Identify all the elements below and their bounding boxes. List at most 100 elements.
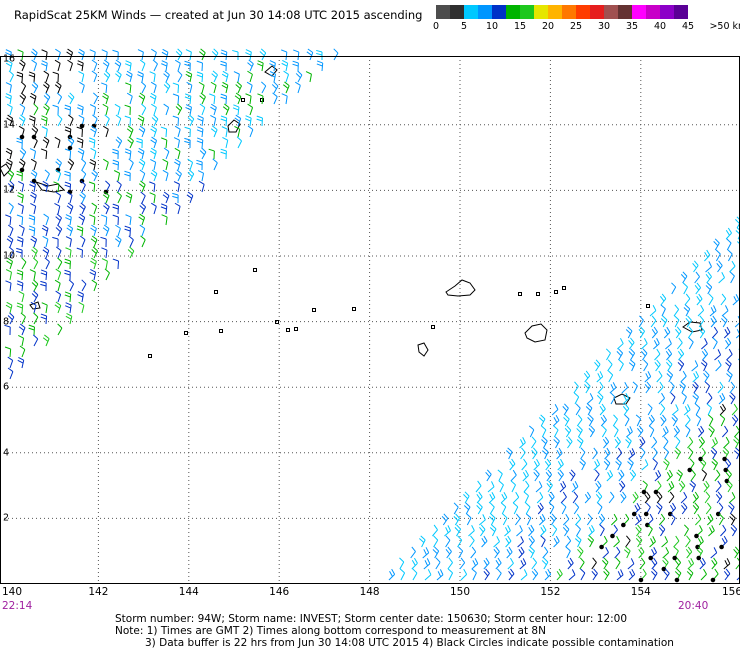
- wind-barb: [53, 181, 60, 193]
- wind-barb: [30, 235, 38, 248]
- wind-barb: [173, 181, 180, 193]
- wind-barb: [5, 269, 13, 281]
- wind-barb: [666, 370, 674, 383]
- scale-label: 5: [460, 21, 468, 32]
- wind-barb: [567, 557, 574, 570]
- wind-barb: [574, 513, 582, 526]
- wind-barb: [209, 93, 216, 105]
- wind-barb: [652, 458, 658, 471]
- wind-barb: [692, 381, 699, 394]
- wind-barb: [31, 81, 39, 94]
- wind-barb: [620, 491, 627, 504]
- wind-barb: [31, 59, 38, 72]
- contamination-dot: [621, 522, 626, 528]
- wind-barb: [32, 334, 39, 347]
- wind-barb: [174, 125, 181, 138]
- wind-barb: [7, 356, 14, 369]
- wind-barb: [686, 568, 694, 581]
- wind-barb: [692, 260, 699, 273]
- end-time-label: 20:40: [678, 600, 709, 612]
- wind-barb: [676, 337, 683, 350]
- wind-barb: [672, 546, 679, 561]
- wind-barb: [91, 59, 98, 72]
- wind-barb: [718, 513, 724, 526]
- wind-barb: [151, 48, 157, 61]
- wind-barb: [599, 403, 606, 416]
- wind-barb: [210, 81, 217, 94]
- wind-barb: [128, 235, 134, 248]
- wind-barb: [198, 81, 205, 94]
- wind-barb: [457, 535, 463, 548]
- wind-barb: [720, 524, 727, 537]
- wind-barb: [533, 458, 540, 471]
- wind-barb: [18, 114, 26, 127]
- wind-barb: [88, 181, 96, 193]
- wind-barb: [615, 557, 621, 570]
- wind-barb: [6, 114, 14, 127]
- wind-barb: [695, 414, 702, 427]
- wind-barb: [563, 414, 570, 427]
- wind-barb: [64, 104, 71, 116]
- wind-barb: [220, 49, 228, 61]
- wind-barb: [562, 513, 570, 526]
- wind-barb: [628, 568, 636, 581]
- wind-barb: [518, 546, 525, 559]
- wind-barb: [163, 70, 170, 83]
- wind-barb: [687, 458, 695, 473]
- wind-barb: [610, 524, 618, 539]
- wind-barb: [663, 458, 670, 471]
- wind-barb: [674, 568, 682, 583]
- wind-barb: [76, 137, 84, 149]
- wind-barb: [671, 404, 679, 416]
- wind-barb: [711, 557, 718, 570]
- wind-barb: [644, 491, 651, 504]
- wind-barb: [705, 502, 712, 515]
- contamination-dot: [661, 566, 667, 572]
- wind-barb: [585, 403, 593, 416]
- wind-barb: [52, 71, 59, 83]
- wind-barb: [126, 92, 133, 105]
- wind-barb: [541, 425, 547, 438]
- wind-barb: [725, 227, 732, 240]
- wind-barb: [32, 136, 38, 149]
- wind-barb: [669, 381, 675, 394]
- wind-barb: [698, 447, 707, 462]
- wind-barb: [175, 48, 183, 61]
- wind-barb: [432, 546, 440, 559]
- wind-barb: [18, 323, 26, 336]
- wind-barb: [150, 81, 157, 94]
- wind-barb: [708, 414, 714, 427]
- wind-barb: [638, 546, 645, 559]
- wind-barb: [150, 136, 158, 149]
- wind-barb: [17, 356, 25, 369]
- lat-tick: 14: [3, 119, 16, 131]
- wind-barb: [692, 371, 700, 383]
- wind-barb: [161, 214, 168, 226]
- wind-barb: [688, 337, 694, 350]
- wind-barb: [680, 370, 687, 383]
- lon-tick: 154: [630, 586, 651, 598]
- wind-barb: [163, 103, 170, 116]
- wind-barb: [479, 524, 486, 537]
- wind-barb: [102, 59, 110, 72]
- wind-barb: [79, 191, 86, 204]
- wind-barb: [616, 348, 624, 361]
- wind-barb: [711, 326, 718, 339]
- wind-barb: [43, 103, 50, 116]
- wind-barb: [422, 547, 430, 559]
- wind-barb: [67, 136, 75, 151]
- wind-barb: [624, 546, 631, 559]
- wind-barb: [573, 392, 580, 405]
- wind-barb: [627, 558, 635, 570]
- wind-barb: [41, 302, 48, 314]
- wind-barb: [677, 359, 685, 372]
- scale-label: 40: [653, 21, 667, 32]
- wind-barb: [246, 81, 253, 94]
- wind-barb: [632, 491, 639, 504]
- wind-barb: [305, 71, 312, 83]
- wind-barb: [79, 235, 86, 248]
- wind-barb: [556, 447, 563, 460]
- wind-barb: [576, 436, 584, 449]
- wind-barb: [33, 103, 39, 116]
- wind-barb: [55, 169, 62, 182]
